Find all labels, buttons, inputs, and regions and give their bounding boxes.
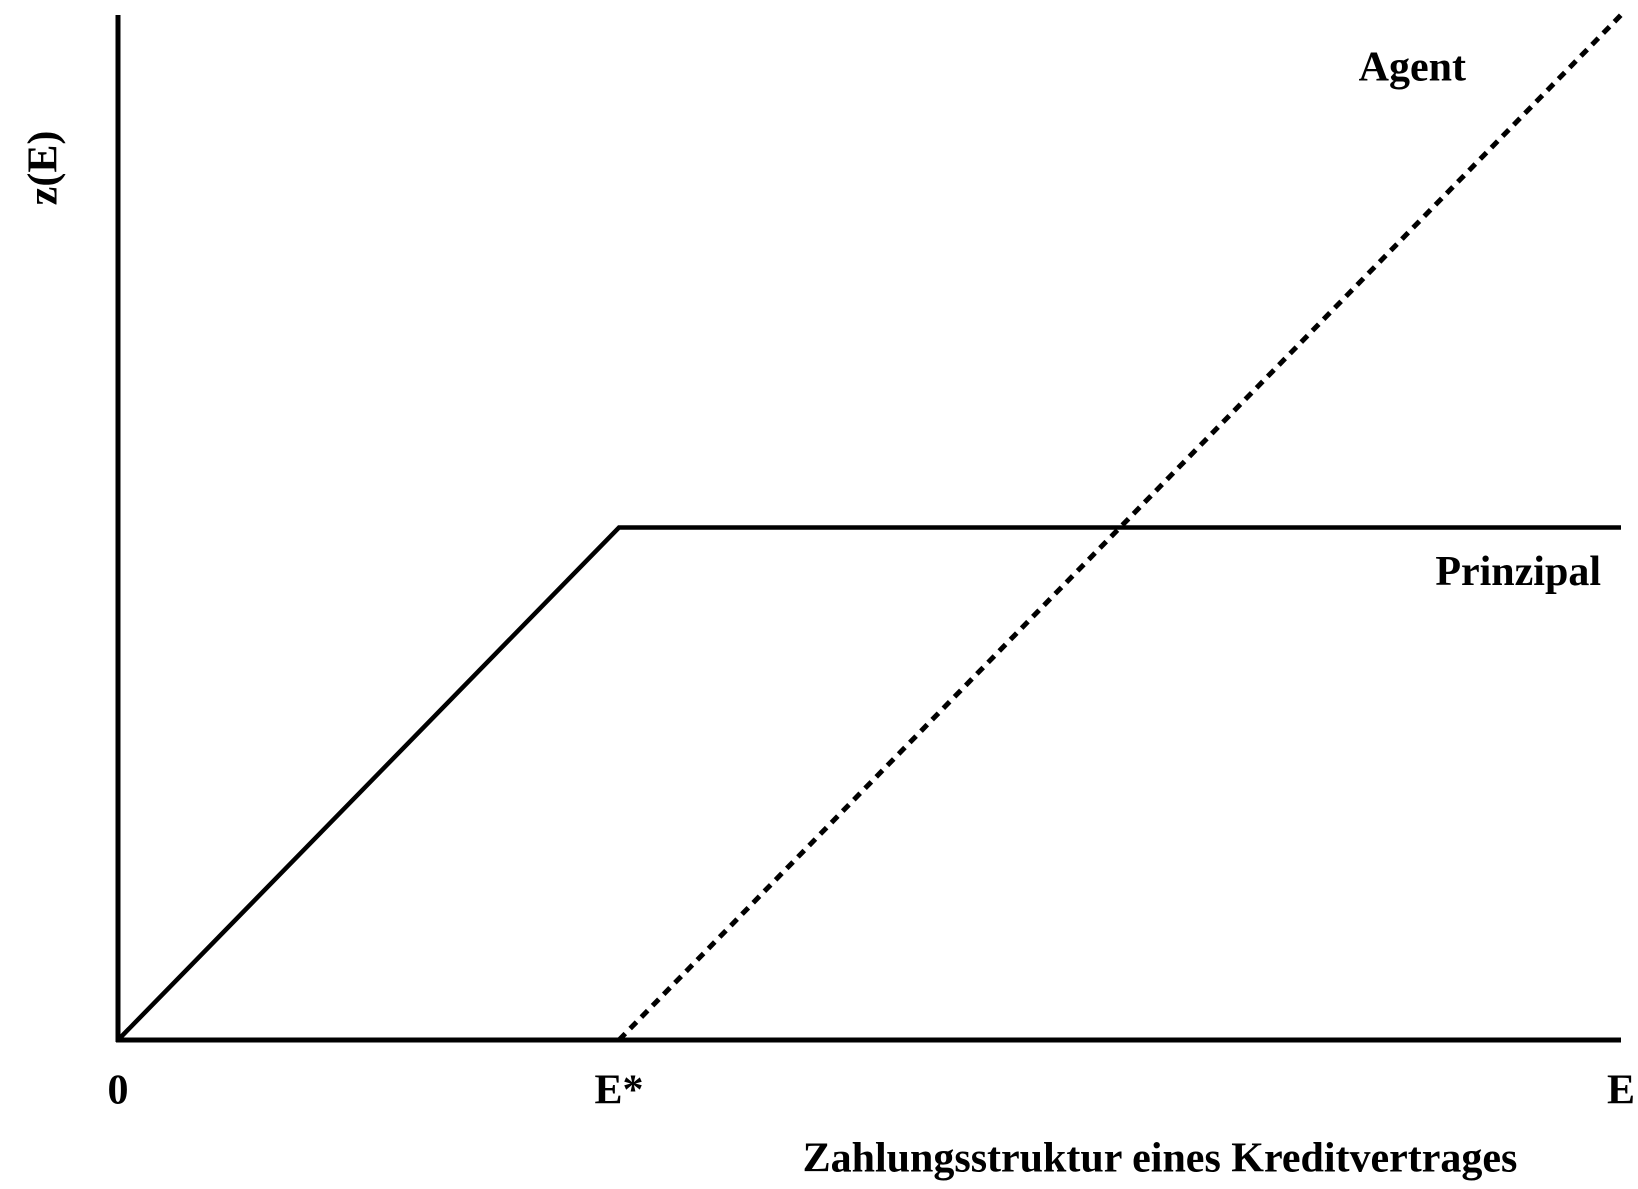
x-tick-label: E <box>1607 1068 1635 1114</box>
series-label: Prinzipal <box>1435 549 1601 595</box>
x-tick-label: E* <box>594 1068 643 1114</box>
series-line <box>116 525 1621 1042</box>
series-label: Agent <box>1359 45 1466 91</box>
y-axis-title: z(E) <box>21 131 67 206</box>
x-tick-label: 0 <box>108 1068 129 1114</box>
x-axis-title: Zahlungsstruktur eines Kreditvertrages <box>803 1136 1518 1182</box>
